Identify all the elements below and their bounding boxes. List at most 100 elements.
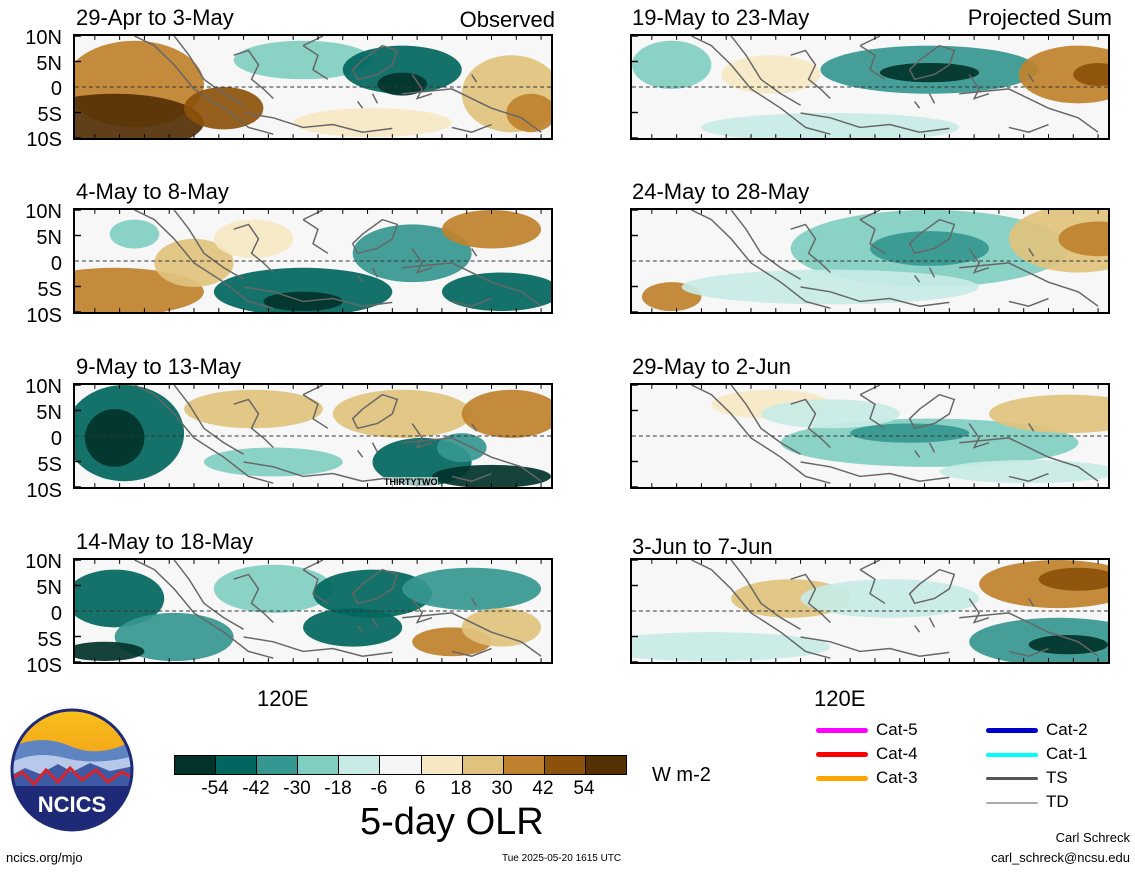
coastline (233, 49, 274, 100)
coastline (134, 36, 274, 135)
coastline (968, 423, 990, 449)
coastline (233, 573, 274, 624)
coastline (351, 393, 399, 430)
legend-item-cat2: Cat-2 (986, 720, 1088, 740)
olr-anomaly-blob (461, 608, 542, 647)
colorbar-tick-label: -42 (242, 778, 270, 799)
olr-anomaly-blob (506, 93, 551, 133)
coastline (357, 74, 478, 109)
colorbar-tick-label: 54 (573, 778, 595, 799)
coastline (233, 223, 274, 274)
footer-timestamp: Tue 2025-05-20 1615 UTC (502, 853, 622, 864)
olr-anomaly-blob (342, 45, 462, 94)
coastline (691, 210, 831, 309)
coastline (908, 44, 956, 81)
coastline (730, 385, 801, 455)
legend-item-ts: TS (986, 768, 1068, 788)
map-panel-proj-1 (630, 34, 1110, 140)
coastline (411, 598, 433, 624)
coastline (1008, 123, 1049, 133)
olr-anomaly-blob (850, 423, 970, 443)
map-panel-obs-2 (73, 208, 553, 314)
olr-anomaly-blob (213, 267, 393, 312)
coastline (402, 262, 542, 307)
coastline (411, 74, 433, 100)
coastline (691, 385, 831, 484)
coastline (1008, 297, 1049, 307)
colorbar-swatch (297, 756, 339, 774)
olr-anomaly-blob (432, 464, 551, 487)
colorbar-tick-label: 42 (532, 778, 554, 799)
olr-anomaly-blob (721, 55, 821, 94)
coastline (730, 36, 801, 106)
coastline (691, 36, 831, 135)
coastline (800, 461, 950, 482)
coastline (959, 612, 1099, 657)
legend-item-cat4: Cat-4 (816, 744, 918, 764)
coastline (859, 210, 886, 254)
coastline (134, 560, 274, 659)
coastline (691, 560, 831, 659)
olr-anomaly-blob (352, 224, 472, 283)
coastline (914, 248, 1035, 283)
olr-anomaly-blob (436, 433, 487, 462)
legend-line-cat4 (816, 752, 868, 758)
legend-line-ts (986, 777, 1038, 781)
colorbar-tick-label: 18 (450, 778, 472, 799)
coastline (968, 598, 990, 624)
coastline (134, 210, 274, 309)
coastline (233, 398, 274, 449)
olr-anomaly-blob (1058, 221, 1108, 257)
coastline (302, 560, 329, 604)
coastline (800, 112, 950, 133)
olr-anomaly-blob (402, 567, 542, 611)
olr-field-obs-1 (75, 36, 551, 138)
olr-anomaly-blob (879, 62, 980, 83)
coastline (859, 385, 886, 429)
coastline (302, 385, 329, 429)
coastline (968, 248, 990, 274)
colorbar-units: W m-2 (652, 764, 711, 786)
legend-item-cat3: Cat-3 (816, 768, 918, 788)
colorbar-swatch (502, 756, 544, 774)
coastline (302, 210, 329, 254)
footer-email: carl_schreck@ncsu.edu (991, 850, 1130, 865)
svg-text:NCICS: NCICS (38, 792, 106, 817)
panel-title-obs-4: 14-May to 18-May (76, 529, 254, 554)
map-panel-obs-3 (73, 383, 553, 489)
panel-title-obs-1: 29-Apr to 3-May (76, 5, 234, 30)
colorbar-tick-label: 30 (491, 778, 513, 799)
olr-anomaly-blob (441, 272, 551, 312)
olr-field-proj-1 (632, 36, 1108, 138)
colorbar-swatch (461, 756, 503, 774)
coastline (908, 218, 956, 255)
olr-anomaly-blob (213, 564, 333, 613)
legend-item-td: TD (986, 792, 1069, 812)
coastline (402, 437, 542, 482)
coastline (411, 248, 433, 274)
coastline (1008, 647, 1049, 657)
footer-url: ncics.org/mjo (6, 850, 83, 865)
legend-line-cat3 (816, 776, 868, 782)
coastline (243, 112, 393, 133)
legend-line-td (986, 801, 1038, 804)
colorbar-tick-label: -30 (283, 778, 311, 799)
coastline (790, 49, 831, 100)
olr-anomaly-blob (84, 409, 145, 467)
olr-anomaly-blob (313, 569, 432, 618)
coastline (302, 36, 329, 80)
coastline (914, 74, 1035, 109)
olr-anomaly-blob (233, 40, 373, 80)
coastline (730, 210, 801, 280)
coastline (451, 472, 492, 482)
legend-line-cat1 (986, 752, 1038, 757)
colorbar-tick-label: -18 (324, 778, 352, 799)
panel-title-obs-3: 9-May to 13-May (76, 354, 242, 379)
coastline (800, 636, 950, 657)
panel-title-proj-3: 29-May to 2-Jun (632, 354, 791, 379)
olr-anomaly-blob (1073, 62, 1108, 87)
coastline (173, 36, 244, 106)
map-panel-obs-4 (73, 558, 553, 664)
olr-field-obs-2 (75, 210, 551, 312)
colorbar-tick-label: 6 (414, 778, 426, 799)
